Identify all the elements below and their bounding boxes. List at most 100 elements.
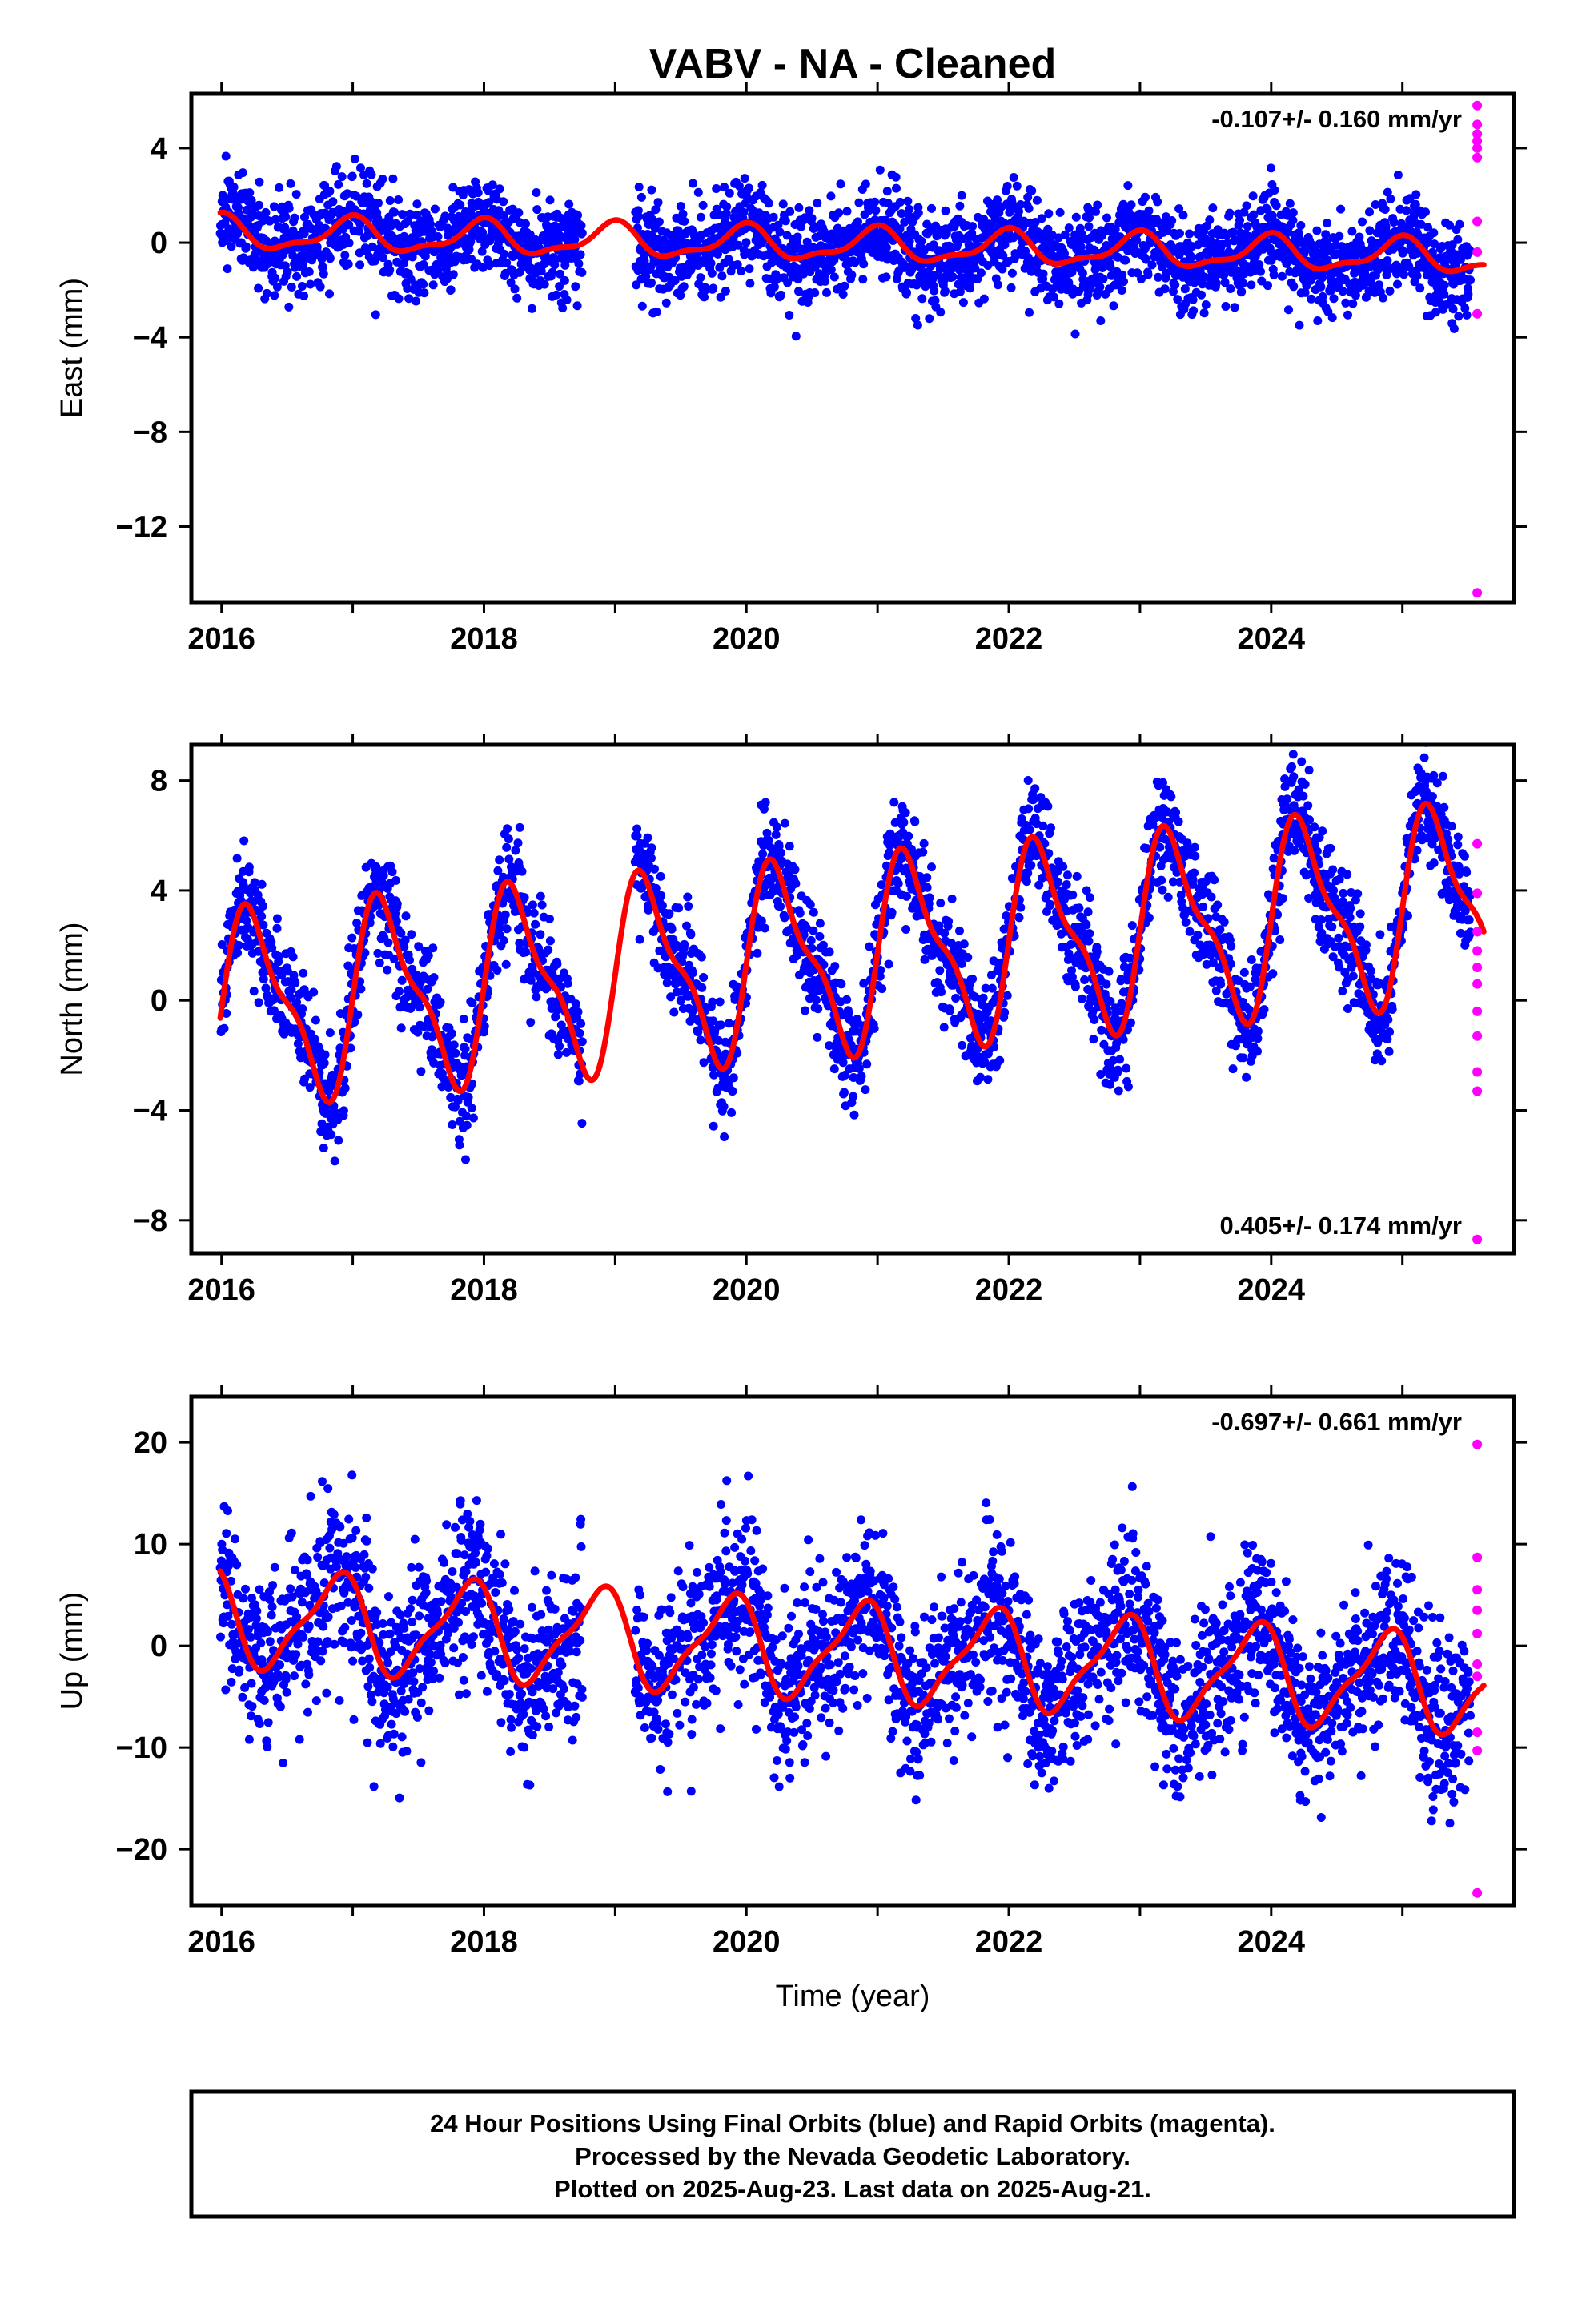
north-final-point — [720, 1132, 729, 1141]
north-final-point — [653, 963, 663, 973]
north-final-point — [373, 948, 383, 958]
east-final-point — [1230, 303, 1239, 312]
east-final-point — [1070, 329, 1080, 339]
east-final-point — [1223, 239, 1232, 248]
east-final-point — [1025, 308, 1034, 317]
east-final-point — [1285, 199, 1295, 208]
east-final-point — [1462, 310, 1472, 320]
east-final-point — [1365, 226, 1375, 235]
north-final-point — [842, 995, 852, 1004]
north-final-point — [669, 1007, 679, 1017]
north-final-point — [825, 947, 834, 957]
east-final-point — [881, 272, 891, 282]
east-marks — [215, 100, 1487, 598]
north-final-point — [217, 940, 227, 949]
east-final-point — [1197, 290, 1206, 300]
east-final-point — [979, 294, 989, 304]
east-final-point — [290, 213, 299, 223]
east-final-point — [1154, 272, 1163, 282]
east-final-point — [854, 198, 864, 207]
east-final-point — [1411, 199, 1420, 209]
east-final-point — [238, 168, 247, 178]
east-final-point — [1263, 281, 1272, 291]
east-final-point — [793, 232, 802, 242]
north-final-point — [305, 1083, 315, 1092]
east-final-point — [1237, 287, 1247, 296]
north-final-point — [234, 941, 243, 950]
east-final-point — [1393, 279, 1402, 289]
east-x-tick-label: 2020 — [713, 622, 781, 656]
north-final-point — [453, 1096, 463, 1105]
north-final-point — [448, 1120, 457, 1129]
north-final-point — [815, 919, 825, 928]
east-final-point — [318, 263, 327, 272]
north-final-point — [526, 975, 536, 985]
east-final-point — [394, 195, 404, 204]
east-final-point — [707, 268, 717, 278]
north-final-point — [309, 987, 319, 997]
north-final-point — [396, 928, 406, 938]
east-final-point — [1095, 282, 1105, 292]
east-final-point — [791, 332, 801, 341]
north-final-point — [937, 987, 946, 997]
east-final-point — [821, 276, 830, 286]
east-final-point — [1248, 191, 1258, 201]
north-final-point — [520, 893, 529, 903]
east-final-point — [892, 183, 901, 193]
north-final-point — [693, 1027, 703, 1037]
east-y-tick-label: 4 — [151, 132, 167, 166]
east-final-point — [1102, 213, 1111, 223]
north-final-point — [672, 987, 681, 997]
north-final-point — [311, 1015, 320, 1025]
east-final-point — [781, 216, 790, 226]
east-final-point — [1329, 294, 1339, 304]
east-final-point — [412, 199, 422, 209]
east-final-point — [1327, 313, 1337, 323]
north-final-point — [957, 959, 966, 968]
east-rate-label: -0.107+/- 0.160 mm/yr — [1211, 105, 1462, 133]
east-final-point — [1098, 231, 1107, 240]
north-final-point — [269, 1006, 279, 1015]
east-final-point — [1386, 194, 1395, 203]
north-final-point — [253, 891, 263, 900]
east-final-point — [306, 279, 315, 289]
north-final-point — [517, 866, 527, 876]
north-final-point — [299, 968, 308, 978]
east-final-point — [871, 206, 881, 215]
east-final-point — [419, 279, 428, 289]
north-final-point — [990, 1043, 999, 1051]
east-final-point — [1144, 206, 1154, 215]
east-final-point — [271, 215, 280, 224]
north-final-point — [515, 939, 524, 948]
north-final-point — [959, 939, 969, 949]
east-final-point — [696, 273, 705, 283]
east-final-point — [221, 151, 231, 161]
east-final-point — [877, 227, 886, 237]
north-final-point — [577, 1037, 587, 1047]
north-final-point — [461, 1112, 471, 1120]
north-final-point — [699, 1058, 709, 1068]
east-final-point — [261, 207, 271, 217]
north-final-point — [528, 900, 537, 910]
east-final-point — [693, 187, 703, 197]
north-final-point — [696, 1035, 705, 1045]
north-final-point — [413, 1027, 423, 1037]
north-final-point — [684, 902, 693, 911]
north-final-point — [531, 919, 540, 929]
east-y-tick-label: −4 — [133, 321, 167, 355]
east-final-point — [834, 208, 844, 218]
east-final-point — [769, 282, 779, 292]
east-final-point — [247, 195, 256, 205]
north-final-point — [537, 900, 547, 910]
north-final-point — [762, 828, 772, 838]
east-rapid-point — [1472, 308, 1483, 319]
north-final-point — [963, 953, 973, 962]
east-frame — [189, 91, 1516, 605]
east-final-point — [661, 298, 671, 308]
east-final-point — [929, 240, 938, 250]
north-final-point — [935, 966, 945, 975]
north-final-point — [340, 1084, 350, 1093]
east-final-point — [1382, 270, 1391, 279]
